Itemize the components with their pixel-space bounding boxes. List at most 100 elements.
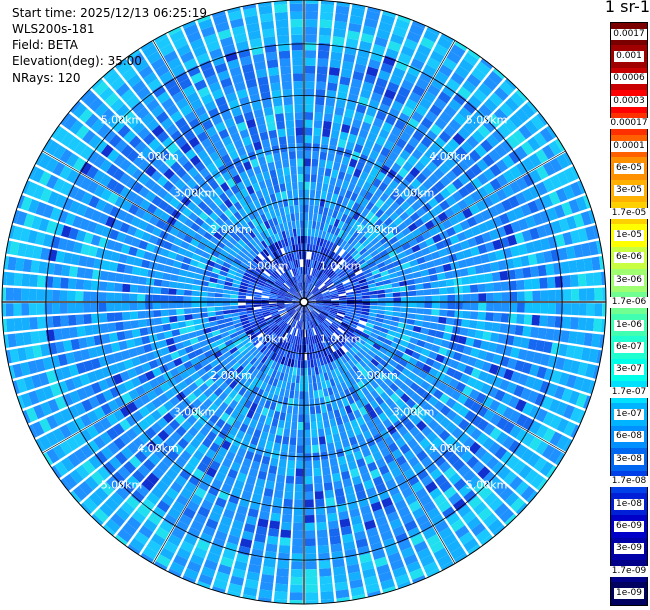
ray-gate xyxy=(334,227,341,237)
ray-gate xyxy=(344,548,357,559)
ray-gate xyxy=(503,223,514,236)
ray-gate xyxy=(285,381,291,391)
ray-gate xyxy=(427,419,439,431)
ray-gate xyxy=(438,280,447,288)
ray-gate xyxy=(577,273,587,287)
ray-gate xyxy=(549,431,563,447)
ray-gate xyxy=(230,305,239,310)
ray-gate xyxy=(190,493,203,506)
ray-gate xyxy=(79,218,91,231)
ray-gate xyxy=(282,263,288,272)
ray-gate xyxy=(292,298,301,301)
ray-gate xyxy=(243,325,252,332)
ray-gate xyxy=(260,240,268,249)
ray-gate xyxy=(457,199,469,211)
ray-gate xyxy=(90,471,105,486)
ray-gate xyxy=(7,333,17,348)
ray-gate xyxy=(286,190,293,199)
ray-gate xyxy=(148,453,161,466)
ray-gate xyxy=(264,178,273,188)
ray-gate xyxy=(163,513,178,527)
ray-gate xyxy=(118,340,128,351)
ray-gate xyxy=(38,153,52,169)
ray-gate xyxy=(144,178,156,190)
ray-gate xyxy=(408,357,418,366)
ray-gate xyxy=(522,173,535,187)
ray-gate xyxy=(170,110,183,123)
ray-gate xyxy=(190,357,200,366)
ray-gate xyxy=(291,311,297,318)
ray-gate xyxy=(290,26,303,35)
ray-gate xyxy=(335,5,350,15)
ray-gate xyxy=(177,437,189,450)
ray-gate xyxy=(100,446,114,460)
ray-gate xyxy=(445,317,455,326)
ray-gate xyxy=(130,237,141,248)
ray-gate xyxy=(327,315,335,321)
ray-gate xyxy=(83,279,92,290)
ray-gate xyxy=(387,373,398,383)
ray-gate xyxy=(305,290,309,299)
ray-gate xyxy=(399,149,411,161)
ray-gate xyxy=(60,366,72,379)
ray-gate xyxy=(269,385,277,395)
ray-gate xyxy=(375,385,385,396)
ray-gate xyxy=(448,215,460,226)
ray-gate xyxy=(180,450,192,462)
ray-gate xyxy=(359,335,368,342)
ray-gate xyxy=(131,328,141,338)
ray-gate xyxy=(222,84,235,96)
ray-gate xyxy=(321,322,328,330)
ray-gate xyxy=(150,183,162,195)
ray-gate xyxy=(315,190,322,199)
ray-gate xyxy=(185,444,197,456)
ray-gate xyxy=(471,460,485,474)
ray-gate xyxy=(416,302,425,308)
ray-gate xyxy=(376,363,386,372)
ray-gate xyxy=(278,266,285,274)
ray-gate xyxy=(286,306,294,311)
ray-gate xyxy=(146,203,158,215)
ray-gate xyxy=(376,350,386,359)
ray-gate xyxy=(299,321,302,330)
ray-gate xyxy=(142,546,158,560)
ray-gate xyxy=(249,278,258,284)
ray-gate xyxy=(551,370,563,384)
ray-gate xyxy=(255,421,264,431)
ray-gate xyxy=(222,261,232,269)
ray-gate xyxy=(241,235,250,245)
ray-gate xyxy=(431,155,444,168)
ray-gate xyxy=(561,388,573,403)
ray-gate xyxy=(344,45,357,56)
ray-gate xyxy=(243,433,253,443)
ray-gate xyxy=(193,45,208,58)
ray-gate xyxy=(296,344,300,353)
ray-gate xyxy=(220,181,230,192)
ray-gate xyxy=(269,401,277,411)
ray-gate xyxy=(210,373,221,383)
ray-gate xyxy=(329,335,336,343)
ray-gate xyxy=(184,345,194,354)
ray-gate xyxy=(224,218,234,228)
ray-gate xyxy=(233,560,248,571)
ray-gate xyxy=(57,237,68,251)
ray-gate xyxy=(476,186,489,199)
ray-gate xyxy=(470,302,479,311)
ray-gate xyxy=(418,370,428,380)
ray-gate xyxy=(246,287,256,292)
ray-gate xyxy=(370,237,380,246)
ray-gate xyxy=(372,178,382,188)
ray-gate xyxy=(171,64,186,77)
ray-gate xyxy=(245,328,254,335)
ray-gate xyxy=(277,175,285,185)
ray-gate xyxy=(346,30,361,41)
ray-gate xyxy=(322,356,328,365)
ray-gate xyxy=(123,234,134,245)
ray-gate xyxy=(267,359,274,368)
ray-gate xyxy=(322,321,329,328)
ray-gate xyxy=(374,405,384,416)
ray-gate xyxy=(67,405,80,419)
ray-gate xyxy=(240,247,249,256)
ray-gate xyxy=(301,313,303,322)
ray-gate xyxy=(380,530,394,542)
